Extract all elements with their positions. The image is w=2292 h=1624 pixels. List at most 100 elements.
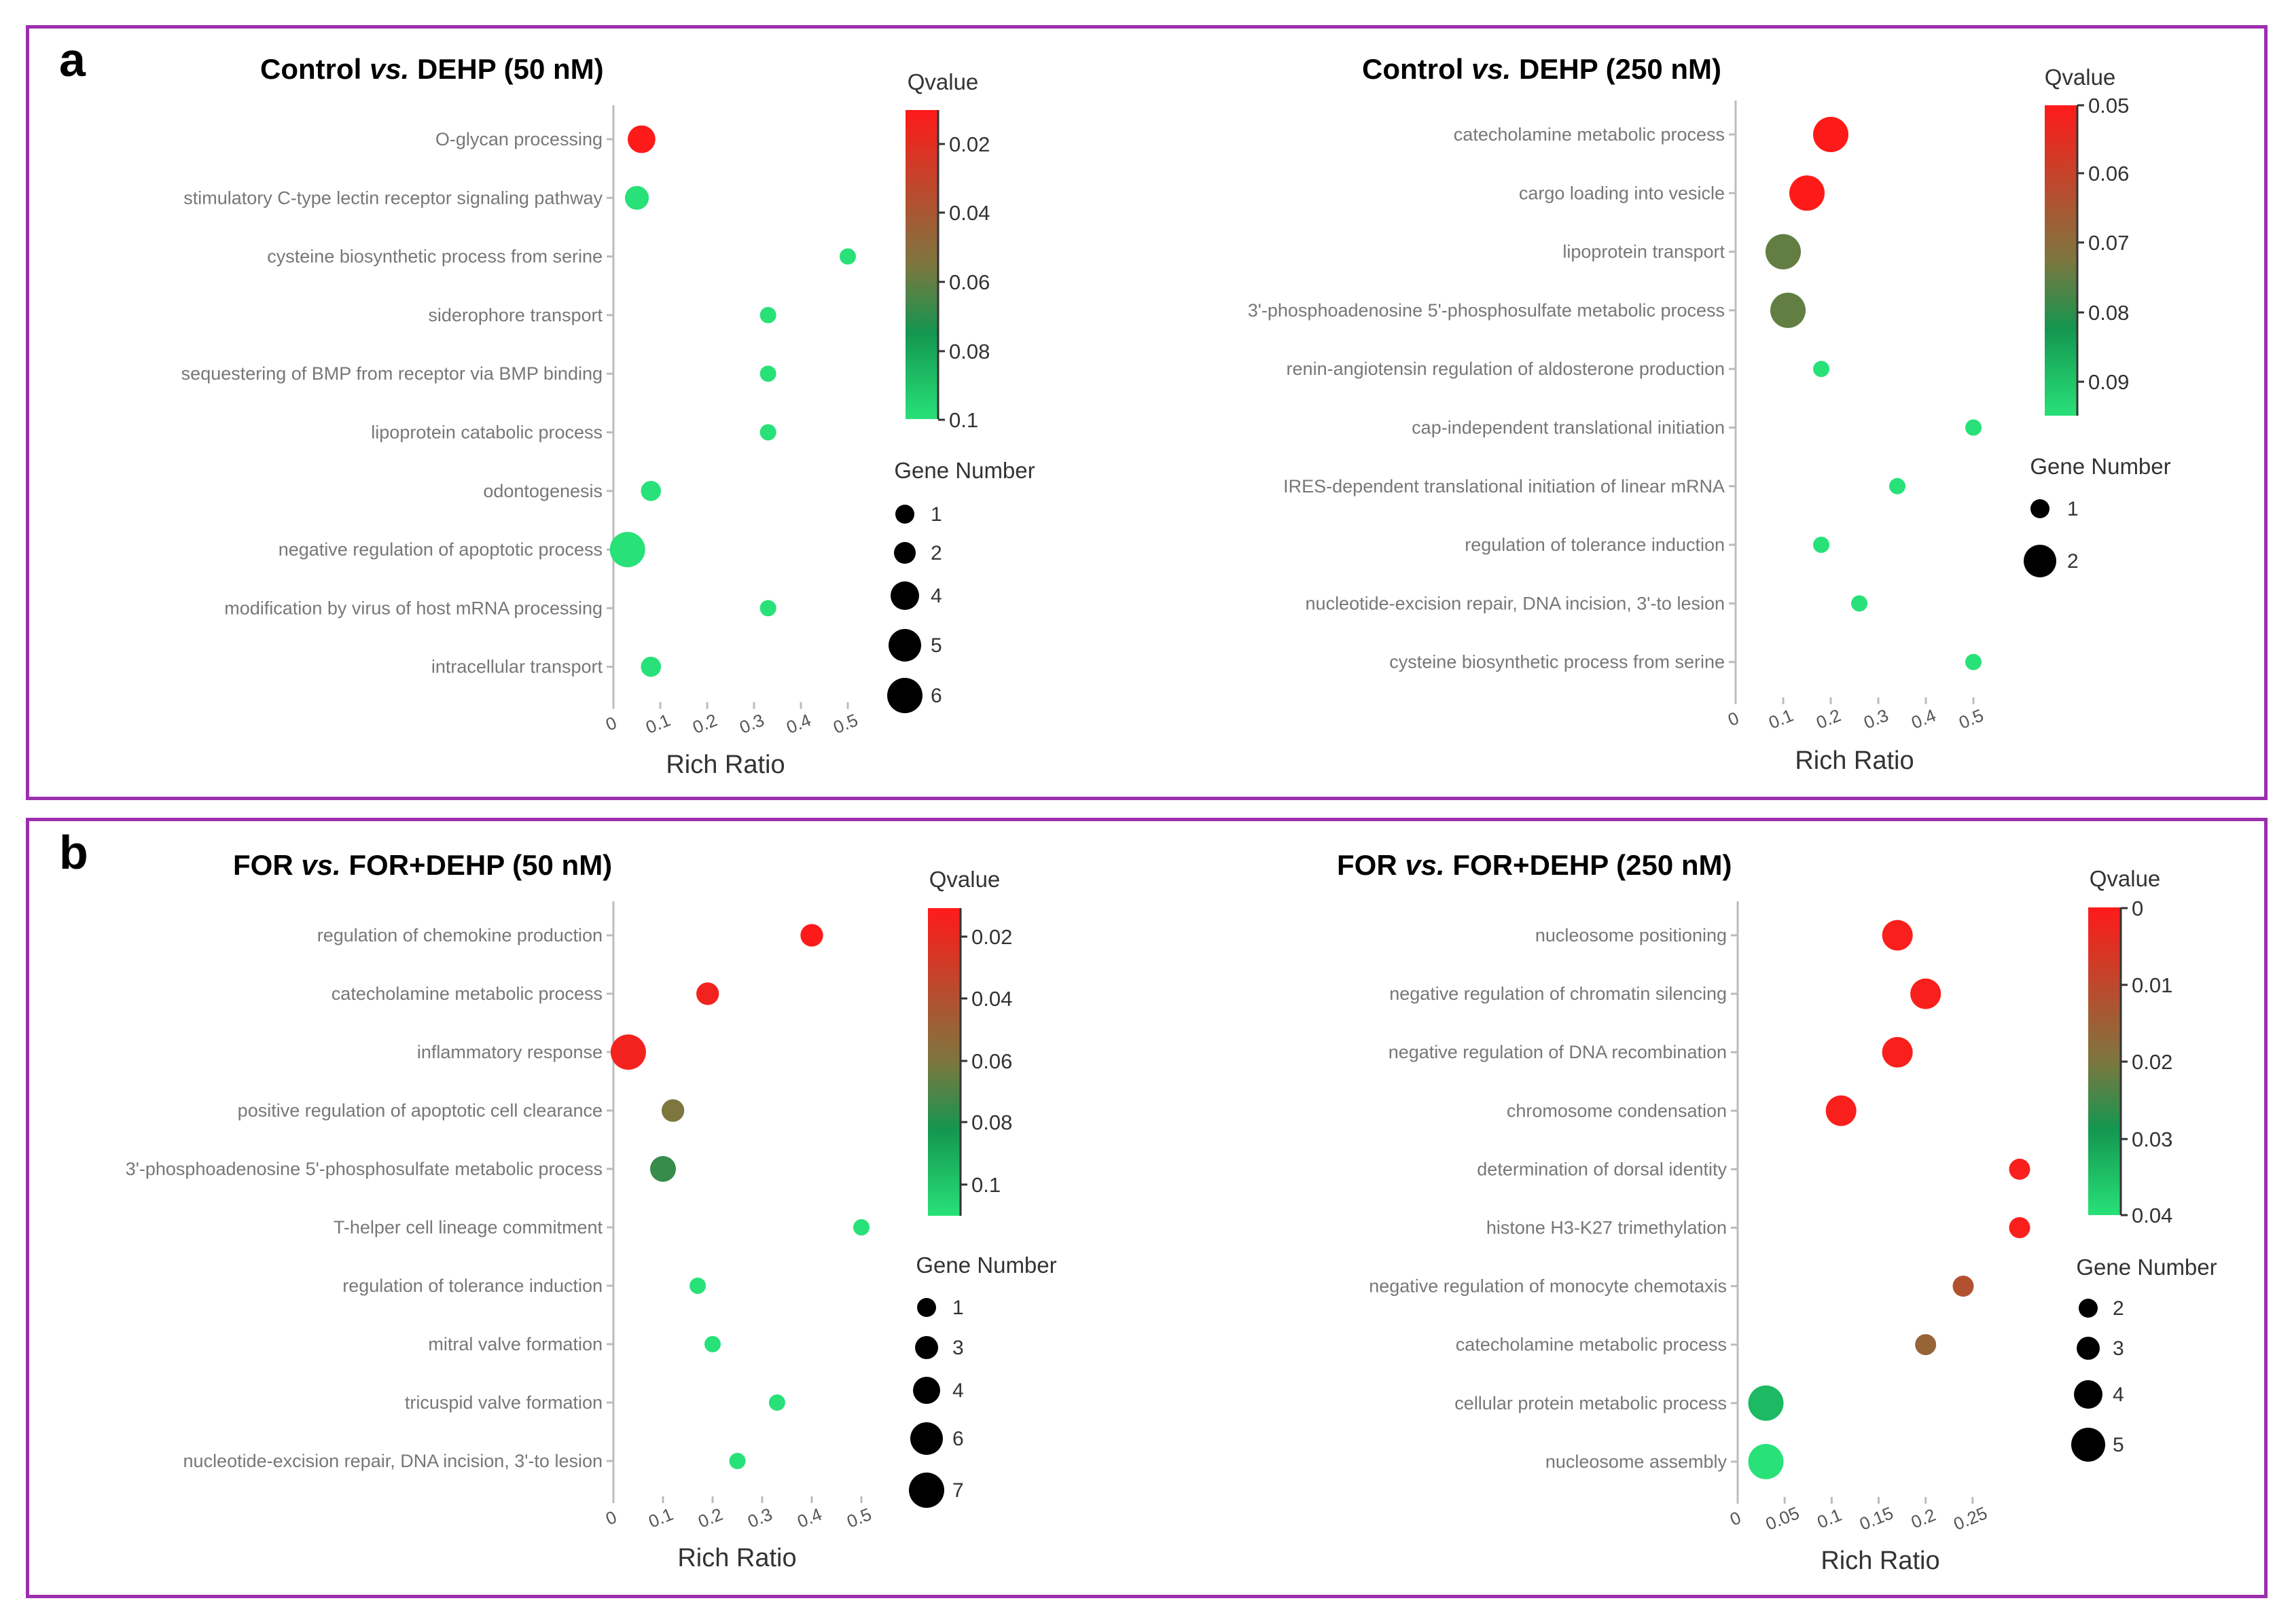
colorbar-tick-label: 0.04: [2132, 1204, 2172, 1227]
size-legend-label: 2: [2067, 550, 2079, 573]
y-tick-label: cargo loading into vesicle: [1519, 183, 1725, 203]
bubble-point: [609, 532, 645, 568]
colorbar-tick-label: 0: [2132, 897, 2143, 920]
x-tick-label: 0: [603, 712, 620, 735]
colorbar-title: Qvalue: [2045, 65, 2116, 90]
x-tick-label: 0.5: [844, 1504, 874, 1532]
size-legend-title: Gene Number: [894, 458, 1035, 483]
colorbar: [928, 908, 961, 1216]
panel-label: b: [59, 826, 88, 879]
y-tick-label: negative regulation of chromatin silenci…: [1389, 984, 1727, 1004]
y-tick-label: lipoprotein catabolic process: [371, 422, 603, 443]
y-tick-label: T-helper cell lineage commitment: [334, 1217, 603, 1238]
colorbar-tick-label: 0.01: [2132, 973, 2172, 997]
y-tick-label: catecholamine metabolic process: [1456, 1335, 1727, 1355]
x-tick-label: 0.4: [783, 710, 814, 738]
y-tick-label: 3'-phosphoadenosine 5'-phosphosulfate me…: [1248, 300, 1725, 321]
bubble-point: [2009, 1217, 2030, 1238]
bubble-point: [1965, 419, 1982, 436]
size-legend-circle: [2074, 1380, 2102, 1409]
y-tick-label: intracellular transport: [431, 657, 603, 677]
x-tick-label: 0.1: [645, 1504, 676, 1532]
size-legend-label: 2: [2113, 1297, 2124, 1320]
colorbar-tick-label: 0.03: [2132, 1127, 2172, 1151]
x-tick-label: 0.3: [736, 710, 767, 738]
size-legend-circle: [889, 629, 921, 662]
bubble-point: [1813, 117, 1848, 152]
bubble-point: [768, 1394, 785, 1411]
x-tick-label: 0.2: [695, 1504, 726, 1532]
colorbar-tick-label: 0.08: [949, 340, 990, 363]
x-tick-label: 0.5: [1956, 705, 1986, 733]
y-tick-label: sequestering of BMP from receptor via BM…: [181, 363, 603, 384]
size-legend-circle: [2030, 499, 2049, 518]
bubble-point: [800, 924, 823, 947]
bubble-point: [1813, 361, 1829, 378]
bubble-point: [1770, 292, 1806, 328]
y-tick-label: siderophore transport: [428, 305, 603, 325]
x-tick-label: 0.2: [1908, 1504, 1939, 1532]
x-tick-label: 0.5: [830, 710, 861, 738]
colorbar-tick-label: 0.02: [2132, 1050, 2172, 1074]
size-legend-label: 2: [931, 542, 942, 564]
bubble-point: [759, 306, 776, 323]
chart-title: FOR vs. FOR+DEHP (250 nM): [1337, 849, 1732, 881]
bubble-point: [1825, 1095, 1857, 1126]
colorbar-title: Qvalue: [929, 867, 1001, 892]
size-legend-label: 6: [952, 1428, 964, 1450]
x-tick-label: 0.1: [1814, 1504, 1845, 1532]
bubble-chart-3: 0 0.1 0.2 0.3 0.4 0.5 Rich Ratio regulation of …: [126, 867, 1057, 1572]
y-tick-label: nucleosome assembly: [1545, 1451, 1727, 1472]
bubble-point: [610, 1034, 646, 1070]
bubble-point: [1952, 1276, 1974, 1297]
size-legend-circle: [909, 1473, 944, 1508]
colorbar: [2045, 105, 2077, 416]
y-tick-label: O-glycan processing: [435, 129, 603, 149]
size-legend-circle: [915, 1336, 938, 1359]
y-tick-label: IRES-dependent translational initiation …: [1283, 476, 1725, 497]
y-tick-label: regulation of tolerance induction: [1465, 535, 1725, 555]
bubble-point: [1882, 1036, 1913, 1068]
colorbar-tick-label: 0.06: [2088, 162, 2129, 185]
size-legend-title: Gene Number: [2030, 454, 2170, 479]
x-tick-label: 0.05: [1763, 1502, 1802, 1534]
bubble-chart-1: 0 0.1 0.2 0.3 0.4 0.5 Rich Ratio O-glycan proce…: [181, 69, 1035, 779]
y-tick-label: nucleotide-excision repair, DNA incision…: [1306, 593, 1725, 613]
bubble-point: [1766, 234, 1801, 270]
size-legend-label: 7: [952, 1479, 964, 1502]
colorbar-tick-label: 0.08: [2088, 301, 2129, 325]
x-tick-label: 0.2: [690, 710, 720, 738]
y-tick-label: stimulatory C-type lectin receptor signa…: [183, 187, 603, 208]
size-legend-label: 4: [952, 1379, 964, 1402]
size-legend-circle: [894, 542, 916, 564]
colorbar-tick-label: 0.06: [949, 270, 990, 294]
bubble-point: [1965, 653, 1982, 670]
colorbar-title: Qvalue: [2090, 866, 2161, 891]
size-legend-label: 3: [2113, 1337, 2124, 1360]
colorbar-tick-label: 0.02: [971, 925, 1012, 949]
size-legend-circle: [887, 678, 923, 713]
colorbar-tick-label: 0.07: [2088, 231, 2129, 255]
x-tick-label: 0.4: [1908, 705, 1939, 733]
bubble-point: [690, 1278, 706, 1294]
bubble-point: [641, 656, 661, 677]
bubble-point: [641, 481, 661, 501]
colorbar-tick-label: 0.02: [949, 132, 990, 156]
y-tick-label: cysteine biosynthetic process from serin…: [267, 247, 603, 267]
size-legend-label: 5: [2113, 1434, 2124, 1456]
bubble-point: [1748, 1385, 1784, 1421]
size-legend-label: 4: [2113, 1384, 2124, 1406]
x-tick-label: 0.2: [1813, 705, 1844, 733]
bubble-chart-2: 0 0.1 0.2 0.3 0.4 0.5 Rich Ratio catecholamine …: [1248, 65, 2171, 775]
y-tick-label: odontogenesis: [483, 481, 603, 501]
size-legend-circle: [2077, 1337, 2100, 1360]
y-tick-label: mitral valve formation: [428, 1334, 603, 1354]
colorbar-tick-label: 0.1: [949, 408, 978, 432]
bubble-point: [1813, 537, 1829, 554]
y-tick-label: regulation of tolerance induction: [342, 1276, 603, 1296]
colorbar: [2088, 907, 2121, 1215]
x-tick-label: 0.1: [643, 710, 673, 738]
bubble-point: [1748, 1443, 1784, 1479]
colorbar-tick-label: 0.04: [949, 201, 990, 225]
x-axis-label: Rich Ratio: [677, 1544, 796, 1572]
